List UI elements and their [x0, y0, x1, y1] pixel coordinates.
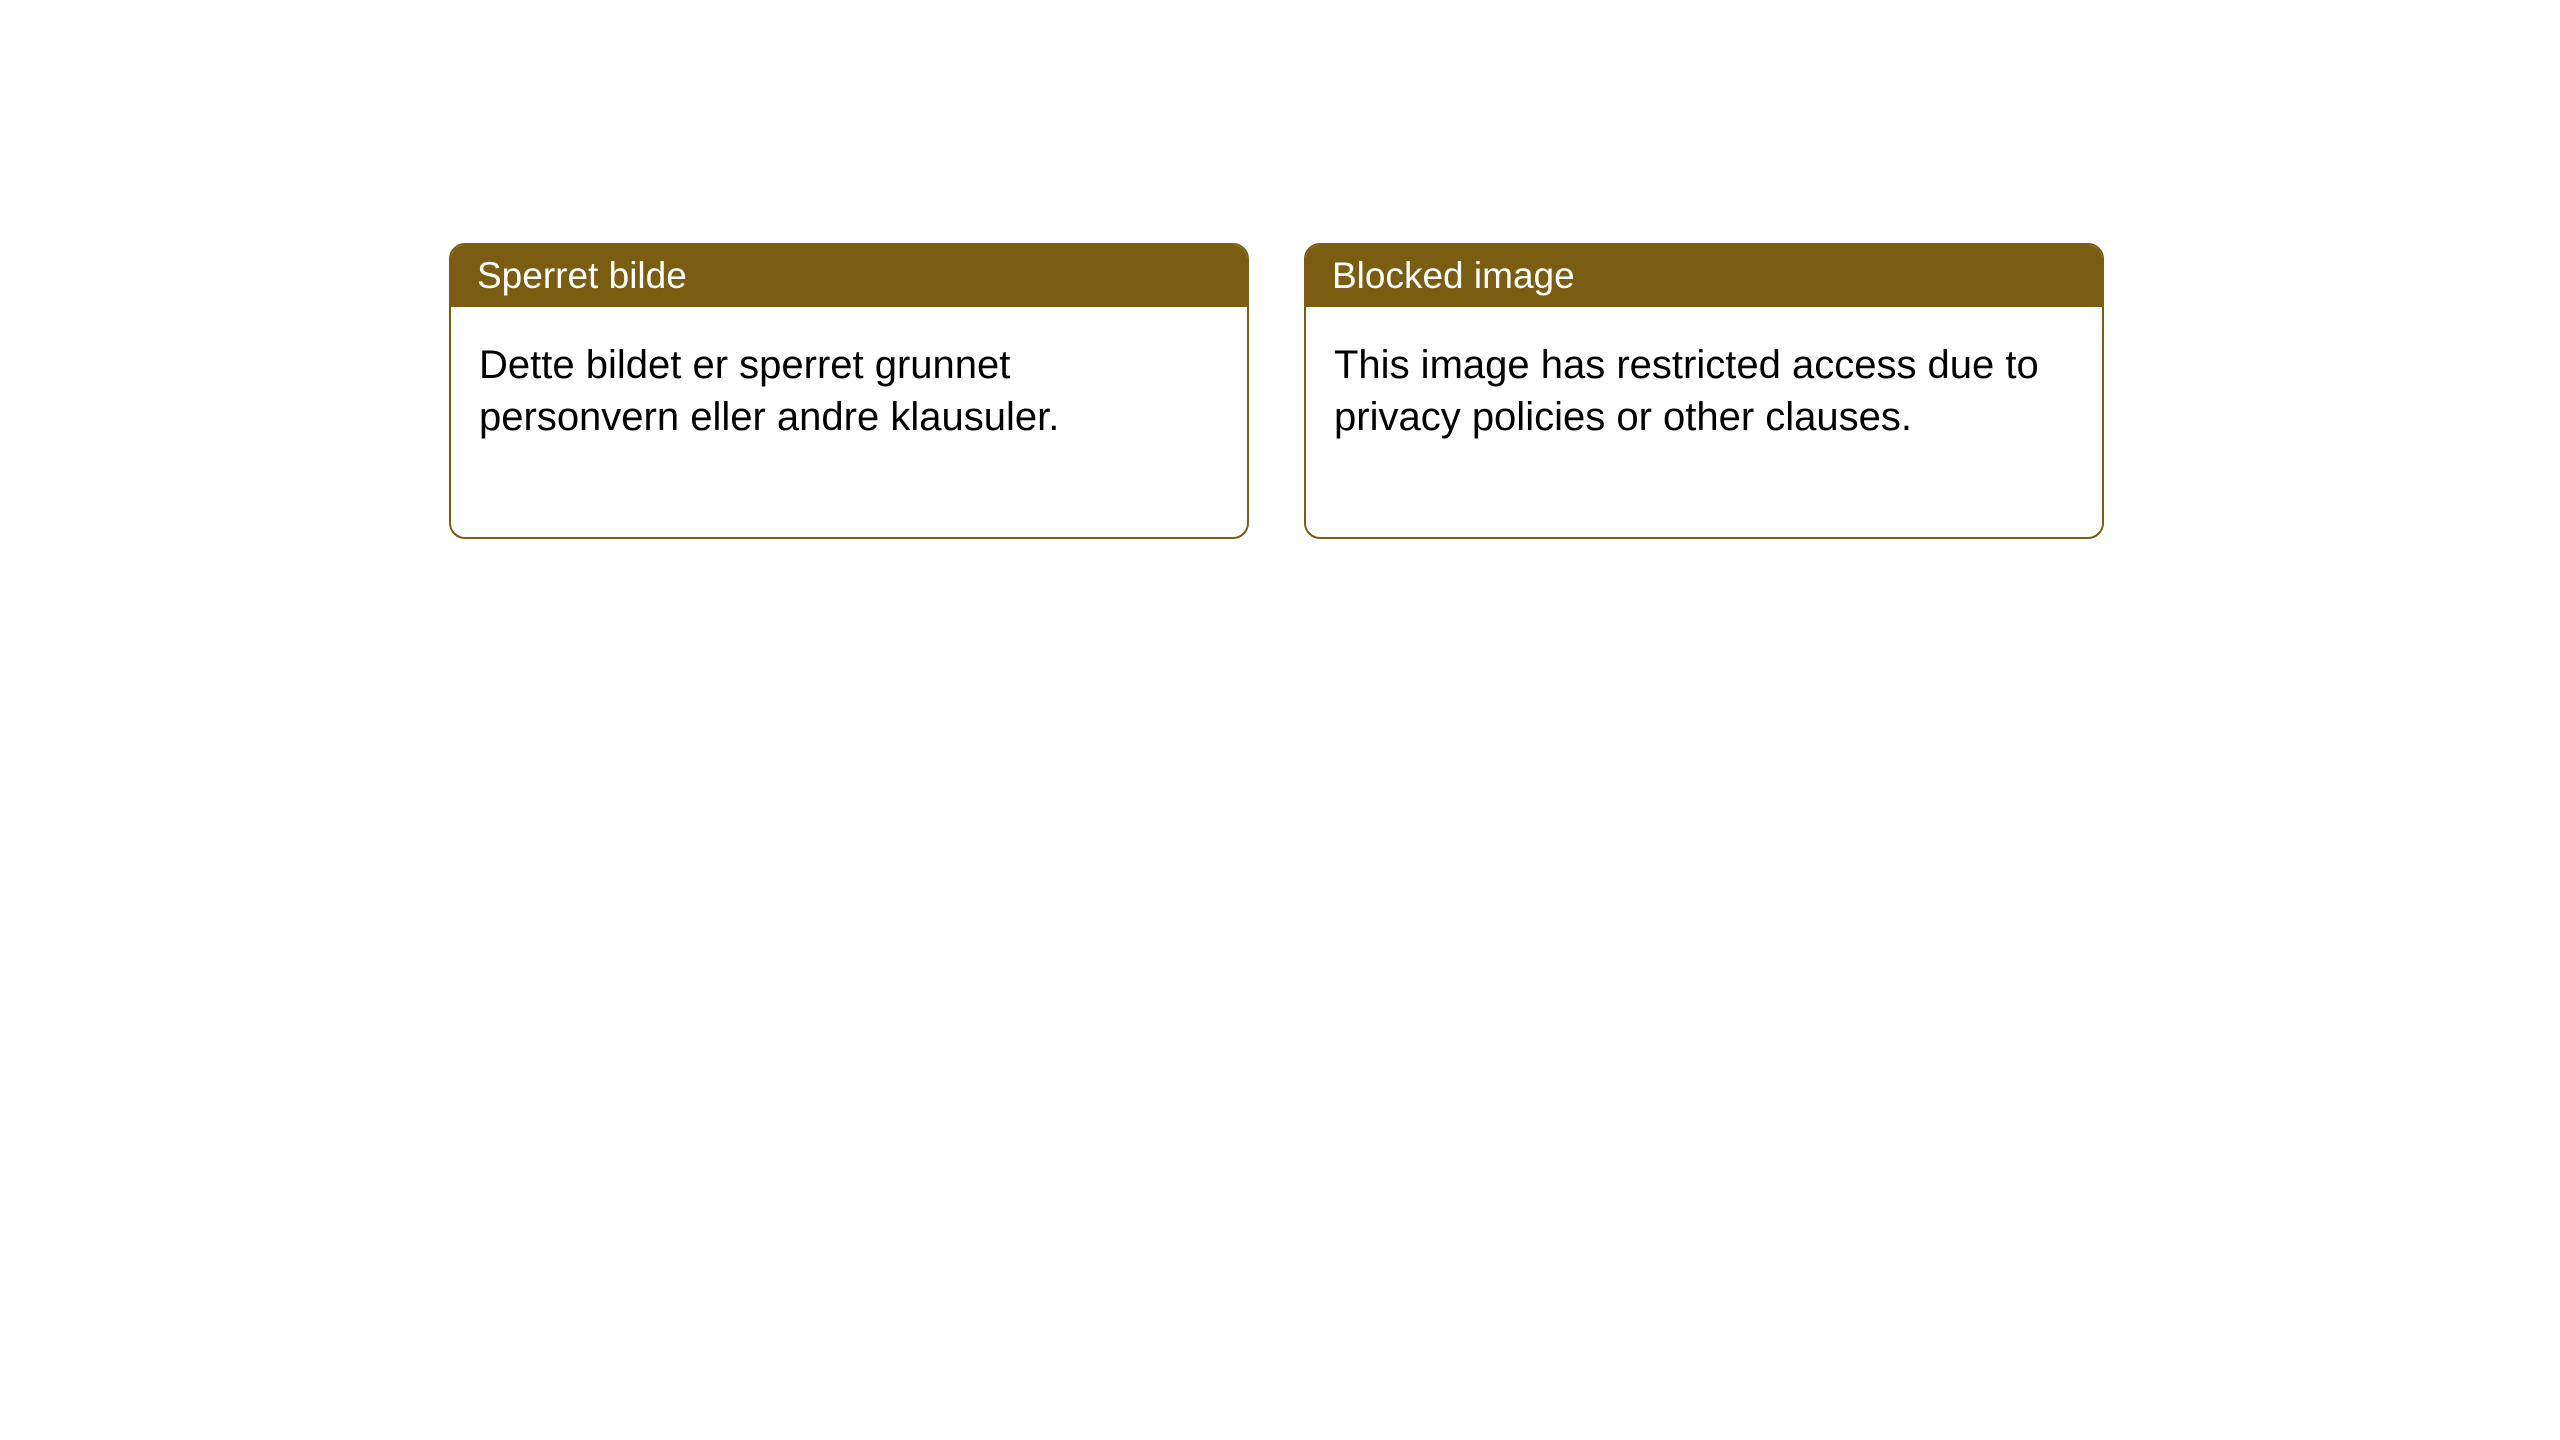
notice-card-no: Sperret bilde Dette bildet er sperret gr…	[449, 243, 1249, 539]
notice-body-en: This image has restricted access due to …	[1306, 307, 2102, 537]
notice-title-no: Sperret bilde	[451, 245, 1247, 307]
notice-container: Sperret bilde Dette bildet er sperret gr…	[449, 243, 2104, 539]
notice-card-en: Blocked image This image has restricted …	[1304, 243, 2104, 539]
notice-title-en: Blocked image	[1306, 245, 2102, 307]
notice-body-no: Dette bildet er sperret grunnet personve…	[451, 307, 1247, 537]
